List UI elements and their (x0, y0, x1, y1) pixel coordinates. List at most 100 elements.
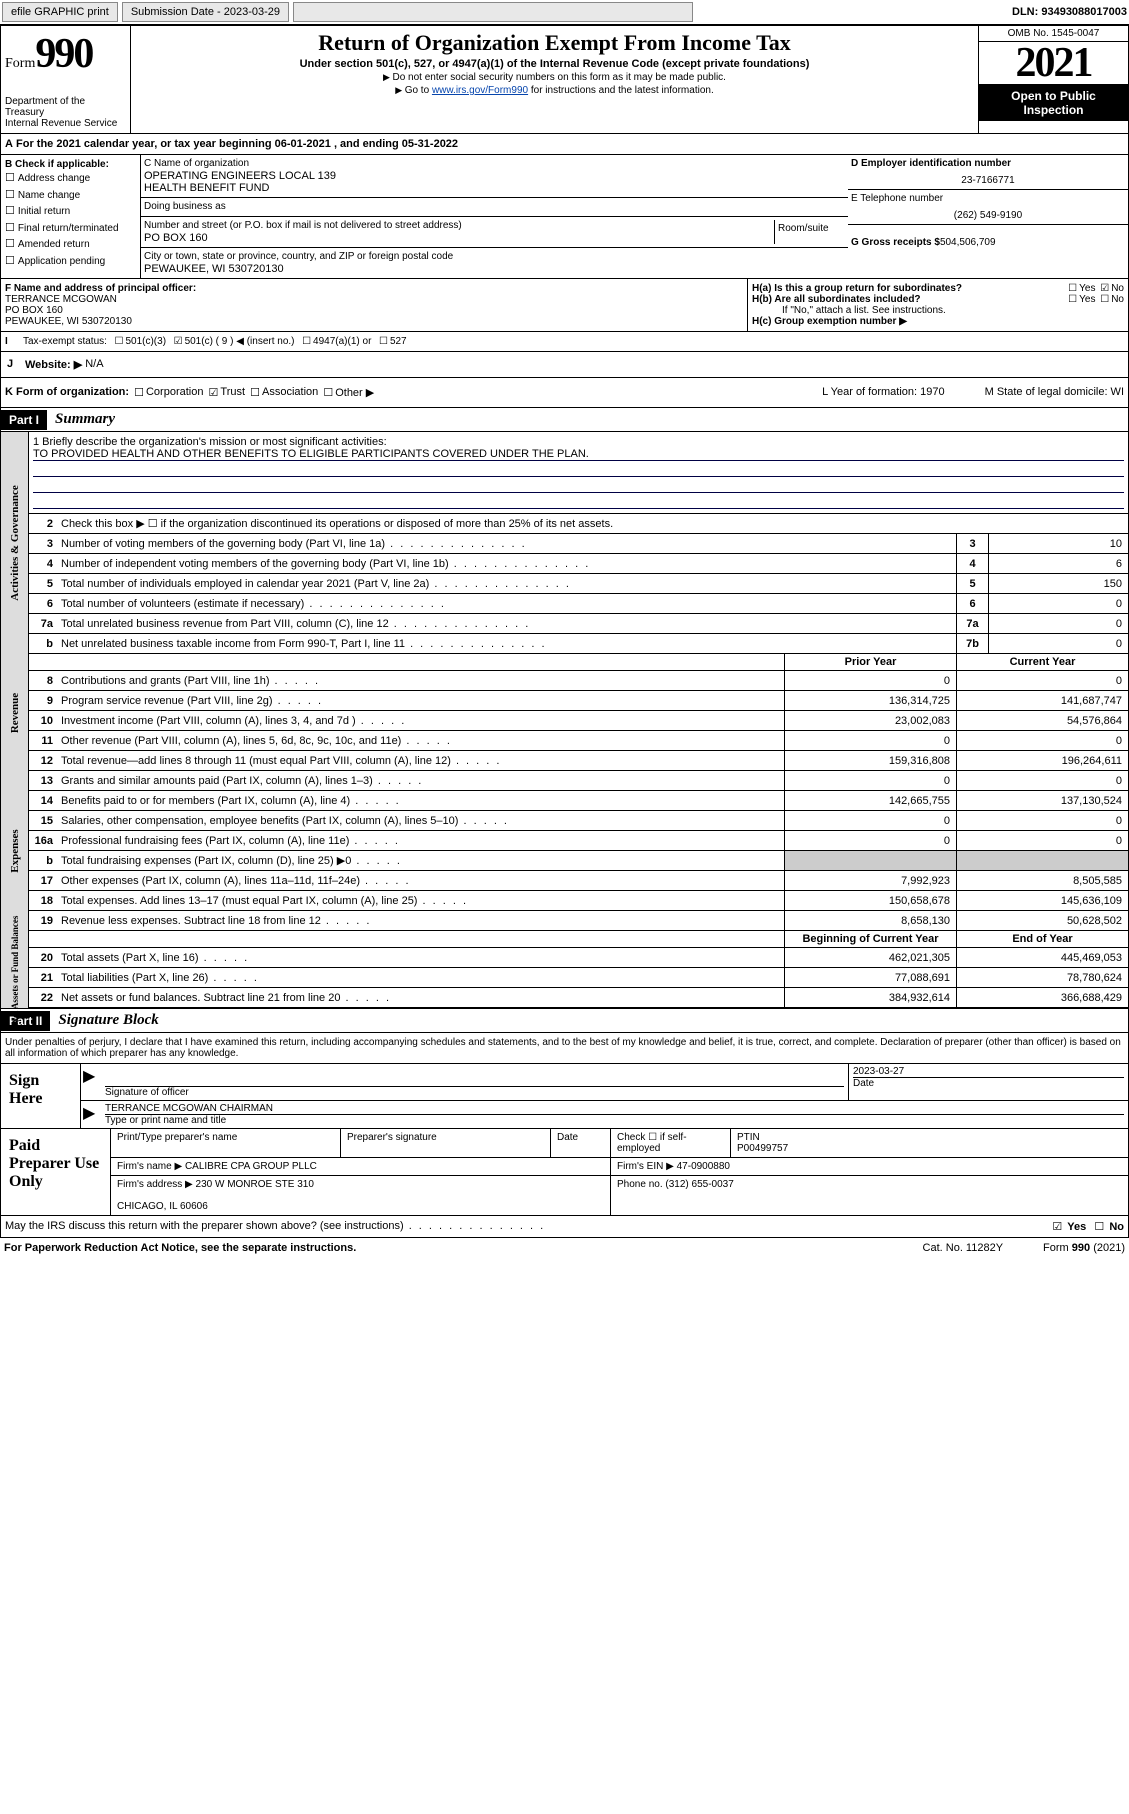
chk-init[interactable]: Initial return (5, 203, 136, 220)
org-name: OPERATING ENGINEERS LOCAL 139 HEALTH BEN… (144, 170, 845, 194)
sig-date-lbl: Date (853, 1077, 1124, 1089)
k-assoc[interactable] (248, 386, 262, 399)
part1-title: Summary (47, 408, 123, 431)
chk-name[interactable]: Name change (5, 187, 136, 204)
part2-hdr: Part II Signature Block (0, 1009, 1129, 1033)
hb-note: If "No," attach a list. See instructions… (782, 305, 1124, 316)
gov-section: Activities & Governance 1 Briefly descri… (0, 432, 1129, 654)
k-corp[interactable] (132, 386, 146, 399)
table-row: 17Other expenses (Part IX, column (A), l… (29, 871, 1128, 891)
chk-final[interactable]: Final return/terminated (5, 220, 136, 237)
ein: 23-7166771 (851, 175, 1125, 186)
hb-no[interactable] (1098, 294, 1111, 305)
gross-lbl: G Gross receipts $ (851, 237, 940, 248)
city-lbl: City or town, state or province, country… (144, 251, 845, 262)
row-K: K Form of organization: Corporation Trus… (0, 378, 1129, 408)
k-o2: Association (262, 386, 318, 399)
tel-lbl: E Telephone number (851, 193, 1125, 204)
website: N/A (85, 358, 103, 371)
firm-lbl: Firm's name ▶ (117, 1161, 182, 1172)
may-discuss: May the IRS discuss this return with the… (0, 1216, 1129, 1238)
note2b: for instructions and the latest informat… (528, 85, 714, 96)
k-lbl: K Form of organization: (5, 386, 129, 399)
may-no[interactable] (1092, 1221, 1106, 1233)
table-row: 14Benefits paid to or for members (Part … (29, 791, 1128, 811)
ptin: P00499757 (737, 1143, 788, 1154)
efile-btn[interactable]: efile GRAPHIC print (2, 2, 118, 22)
tel: (262) 549-9190 (851, 210, 1125, 221)
i-527[interactable] (377, 336, 390, 347)
table-row: 15Salaries, other compensation, employee… (29, 811, 1128, 831)
tax-year: 2021 (979, 42, 1128, 85)
blank-btn[interactable] (293, 2, 693, 22)
f-lbl: F Name and address of principal officer: (5, 283, 196, 294)
k-o3: Other ▶ (335, 386, 374, 399)
part2-title: Signature Block (50, 1009, 166, 1032)
py-hdr: Prior Year (784, 654, 956, 670)
i-501c3[interactable] (112, 336, 125, 347)
table-row: 13Grants and similar amounts paid (Part … (29, 771, 1128, 791)
foot-l: For Paperwork Reduction Act Notice, see … (4, 1242, 356, 1254)
sig-date: 2023-03-27 (853, 1066, 1124, 1077)
form-header: Form990 Department of the Treasury Inter… (0, 25, 1129, 134)
note-ssn: Do not enter social security numbers on … (135, 72, 974, 83)
ha-no[interactable] (1098, 283, 1111, 294)
table-row: 9Program service revenue (Part VIII, lin… (29, 691, 1128, 711)
officer-addr: PO BOX 160 PEWAUKEE, WI 530720130 (5, 305, 132, 327)
exp-tab: Expenses (9, 829, 21, 872)
form-subtitle: Under section 501(c), 527, or 4947(a)(1)… (135, 58, 974, 70)
sig-arrow2-icon: ▶ (81, 1101, 101, 1128)
foot-m: Cat. No. 11282Y (923, 1242, 1004, 1254)
table-row: bTotal fundraising expenses (Part IX, co… (29, 851, 1128, 871)
irs-link[interactable]: www.irs.gov/Form990 (432, 85, 528, 96)
table-row: 16aProfessional fundraising fees (Part I… (29, 831, 1128, 851)
k-other[interactable] (321, 386, 335, 399)
part1-badge: Part I (1, 410, 47, 430)
subdate-btn[interactable]: Submission Date - 2023-03-29 (122, 2, 289, 22)
firm-ein-lbl: Firm's EIN ▶ (617, 1161, 674, 1172)
hb-yes[interactable] (1066, 294, 1079, 305)
form-word: Form (5, 56, 35, 71)
chk-amend[interactable]: Amended return (5, 236, 136, 253)
net-section: Net Assets or Fund Balances Beginning of… (0, 931, 1129, 1009)
table-row: 18Total expenses. Add lines 13–17 (must … (29, 891, 1128, 911)
i-501c[interactable] (172, 336, 185, 347)
ha-yes[interactable] (1066, 283, 1079, 294)
ph-e: PTIN (737, 1132, 760, 1143)
sig-off-lbl: Signature of officer (105, 1086, 844, 1098)
i-o1: 501(c) ( 9 ) ◀ (insert no.) (185, 336, 295, 347)
section-BCD: B Check if applicable: Address change Na… (0, 155, 1129, 279)
mission-q: 1 Briefly describe the organization's mi… (33, 436, 1124, 448)
line-A: A For the 2021 calendar year, or tax yea… (1, 134, 462, 154)
j-lbl: Website: ▶ (25, 358, 82, 371)
may-text: May the IRS discuss this return with the… (5, 1220, 545, 1233)
gov-row: bNet unrelated business taxable income f… (29, 634, 1128, 654)
table-row: 21Total liabilities (Part X, line 26)77,… (29, 968, 1128, 988)
i-4947[interactable] (300, 336, 313, 347)
gov-row: 5Total number of individuals employed in… (29, 574, 1128, 594)
may-yes[interactable] (1050, 1221, 1064, 1233)
city: PEWAUKEE, WI 530720130 (144, 263, 845, 275)
sign-here: Sign Here ▶ Signature of officer 2023-03… (0, 1064, 1129, 1129)
net-tab: Net Assets or Fund Balances (10, 915, 20, 1024)
open-public: Open to Public Inspection (979, 85, 1128, 121)
may-no-lbl: No (1109, 1221, 1124, 1233)
ha-lbl: H(a) Is this a group return for subordin… (752, 283, 962, 294)
addr-lbl: Number and street (or P.O. box if mail i… (144, 220, 774, 231)
row-I: I Tax-exempt status: 501(c)(3) 501(c) ( … (0, 332, 1129, 352)
foot-r: Form 990 (2021) (1043, 1242, 1125, 1254)
gov-row: 4Number of independent voting members of… (29, 554, 1128, 574)
paid-preparer: Paid Preparer Use Only Print/Type prepar… (0, 1129, 1129, 1216)
i-o0: 501(c)(3) (125, 336, 166, 347)
chk-addr[interactable]: Address change (5, 170, 136, 187)
officer-row: F Name and address of principal officer:… (0, 279, 1129, 332)
chk-app[interactable]: Application pending (5, 253, 136, 270)
ein-lbl: D Employer identification number (851, 158, 1125, 169)
gov-tab: Activities & Governance (9, 485, 21, 600)
dept: Department of the Treasury Internal Reve… (5, 96, 126, 129)
b-label: B Check if applicable: (5, 159, 136, 170)
firm-name: CALIBRE CPA GROUP PLLC (185, 1161, 317, 1172)
table-row: 22Net assets or fund balances. Subtract … (29, 988, 1128, 1008)
firm-addr-lbl: Firm's address ▶ (117, 1179, 193, 1190)
k-trust[interactable] (207, 386, 221, 399)
